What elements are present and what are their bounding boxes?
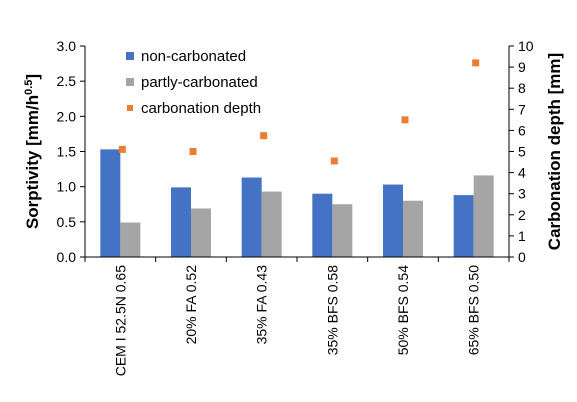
bar-non-carbonated xyxy=(241,177,262,257)
bar-non-carbonated xyxy=(453,195,474,257)
y-right-tick-label: 0 xyxy=(518,249,526,265)
point-carbonation-depth xyxy=(118,145,126,153)
y-left-tick-label: 2.0 xyxy=(57,108,77,124)
y-right-tick-label: 10 xyxy=(518,38,534,54)
y-left-tick-label: 1.0 xyxy=(57,179,77,195)
y-right-tick-label: 9 xyxy=(518,59,526,75)
y-right-tick-label: 2 xyxy=(518,207,526,223)
y-right-tick-label: 3 xyxy=(518,186,526,202)
x-category-label: CEM I 52.5N 0.65 xyxy=(112,265,128,376)
y-left-tick-label: 1.5 xyxy=(57,144,77,160)
bar-partly-carbonated xyxy=(261,191,282,257)
legend-label: partly-carbonated xyxy=(141,74,258,91)
x-category-label: 65% BFS 0.50 xyxy=(466,265,482,355)
legend-swatch xyxy=(127,105,133,111)
legend-swatch xyxy=(126,52,134,60)
legend-label: carbonation depth xyxy=(141,100,261,117)
y-axis-right-title: Carbonation depth [mm] xyxy=(545,53,564,250)
y-right-tick-label: 8 xyxy=(518,80,526,96)
y-left-tick-label: 0.0 xyxy=(57,249,77,265)
legend-label: non-carbonated xyxy=(141,48,246,65)
bars-layer xyxy=(100,149,494,257)
y-right-tick-label: 1 xyxy=(518,228,526,244)
y-left-tick-label: 2.5 xyxy=(57,73,77,89)
bar-non-carbonated xyxy=(312,193,333,257)
x-category-label: 35% FA 0.43 xyxy=(254,265,270,345)
legend: non-carbonated partly-carbonated carbonati… xyxy=(126,48,261,117)
points-layer xyxy=(118,59,480,165)
bar-partly-carbonated xyxy=(120,222,141,257)
y-left-tick-label: 0.5 xyxy=(57,214,77,230)
y-axis-left-title: Sorptivity [mm/h0.5] xyxy=(23,74,42,229)
bar-partly-carbonated xyxy=(403,200,423,257)
y-right-tick-label: 7 xyxy=(518,101,526,117)
x-category-label: 35% BFS 0.58 xyxy=(324,265,340,355)
bar-partly-carbonated xyxy=(332,204,353,257)
axes-layer: 0.0 0.5 1.0 1.5 2.0 2.5 3.0 0 1 2 3 4 5 6 7 8 9 10 CEM I 5… xyxy=(57,38,534,376)
x-category-label: 50% BFS 0.54 xyxy=(395,265,411,355)
y-axis-left-title-main: Sorptivity [mm/h xyxy=(23,95,42,229)
legend-swatch xyxy=(126,78,134,86)
y-right-tick-label: 6 xyxy=(518,122,526,138)
bar-non-carbonated xyxy=(383,184,403,257)
y-right-tick-label: 5 xyxy=(518,144,526,160)
y-left-tick-label: 3.0 xyxy=(57,38,77,54)
point-carbonation-depth xyxy=(330,157,338,165)
point-carbonation-depth xyxy=(189,148,197,155)
bar-non-carbonated xyxy=(171,187,191,257)
y-axis-left-title-close: ] xyxy=(23,74,42,80)
y-axis-left-title-sup: 0.5 xyxy=(23,80,35,95)
x-category-label: 20% FA 0.52 xyxy=(183,265,199,345)
point-carbonation-depth xyxy=(260,132,268,140)
bar-partly-carbonated xyxy=(191,208,211,257)
point-carbonation-depth xyxy=(472,59,480,67)
bar-partly-carbonated xyxy=(473,175,494,257)
y-right-tick-label: 4 xyxy=(518,165,526,181)
point-carbonation-depth xyxy=(401,116,409,124)
bar-non-carbonated xyxy=(100,149,121,257)
axis-titles: Sorptivity [mm/h0.5] Carbonation depth [m… xyxy=(23,53,564,250)
